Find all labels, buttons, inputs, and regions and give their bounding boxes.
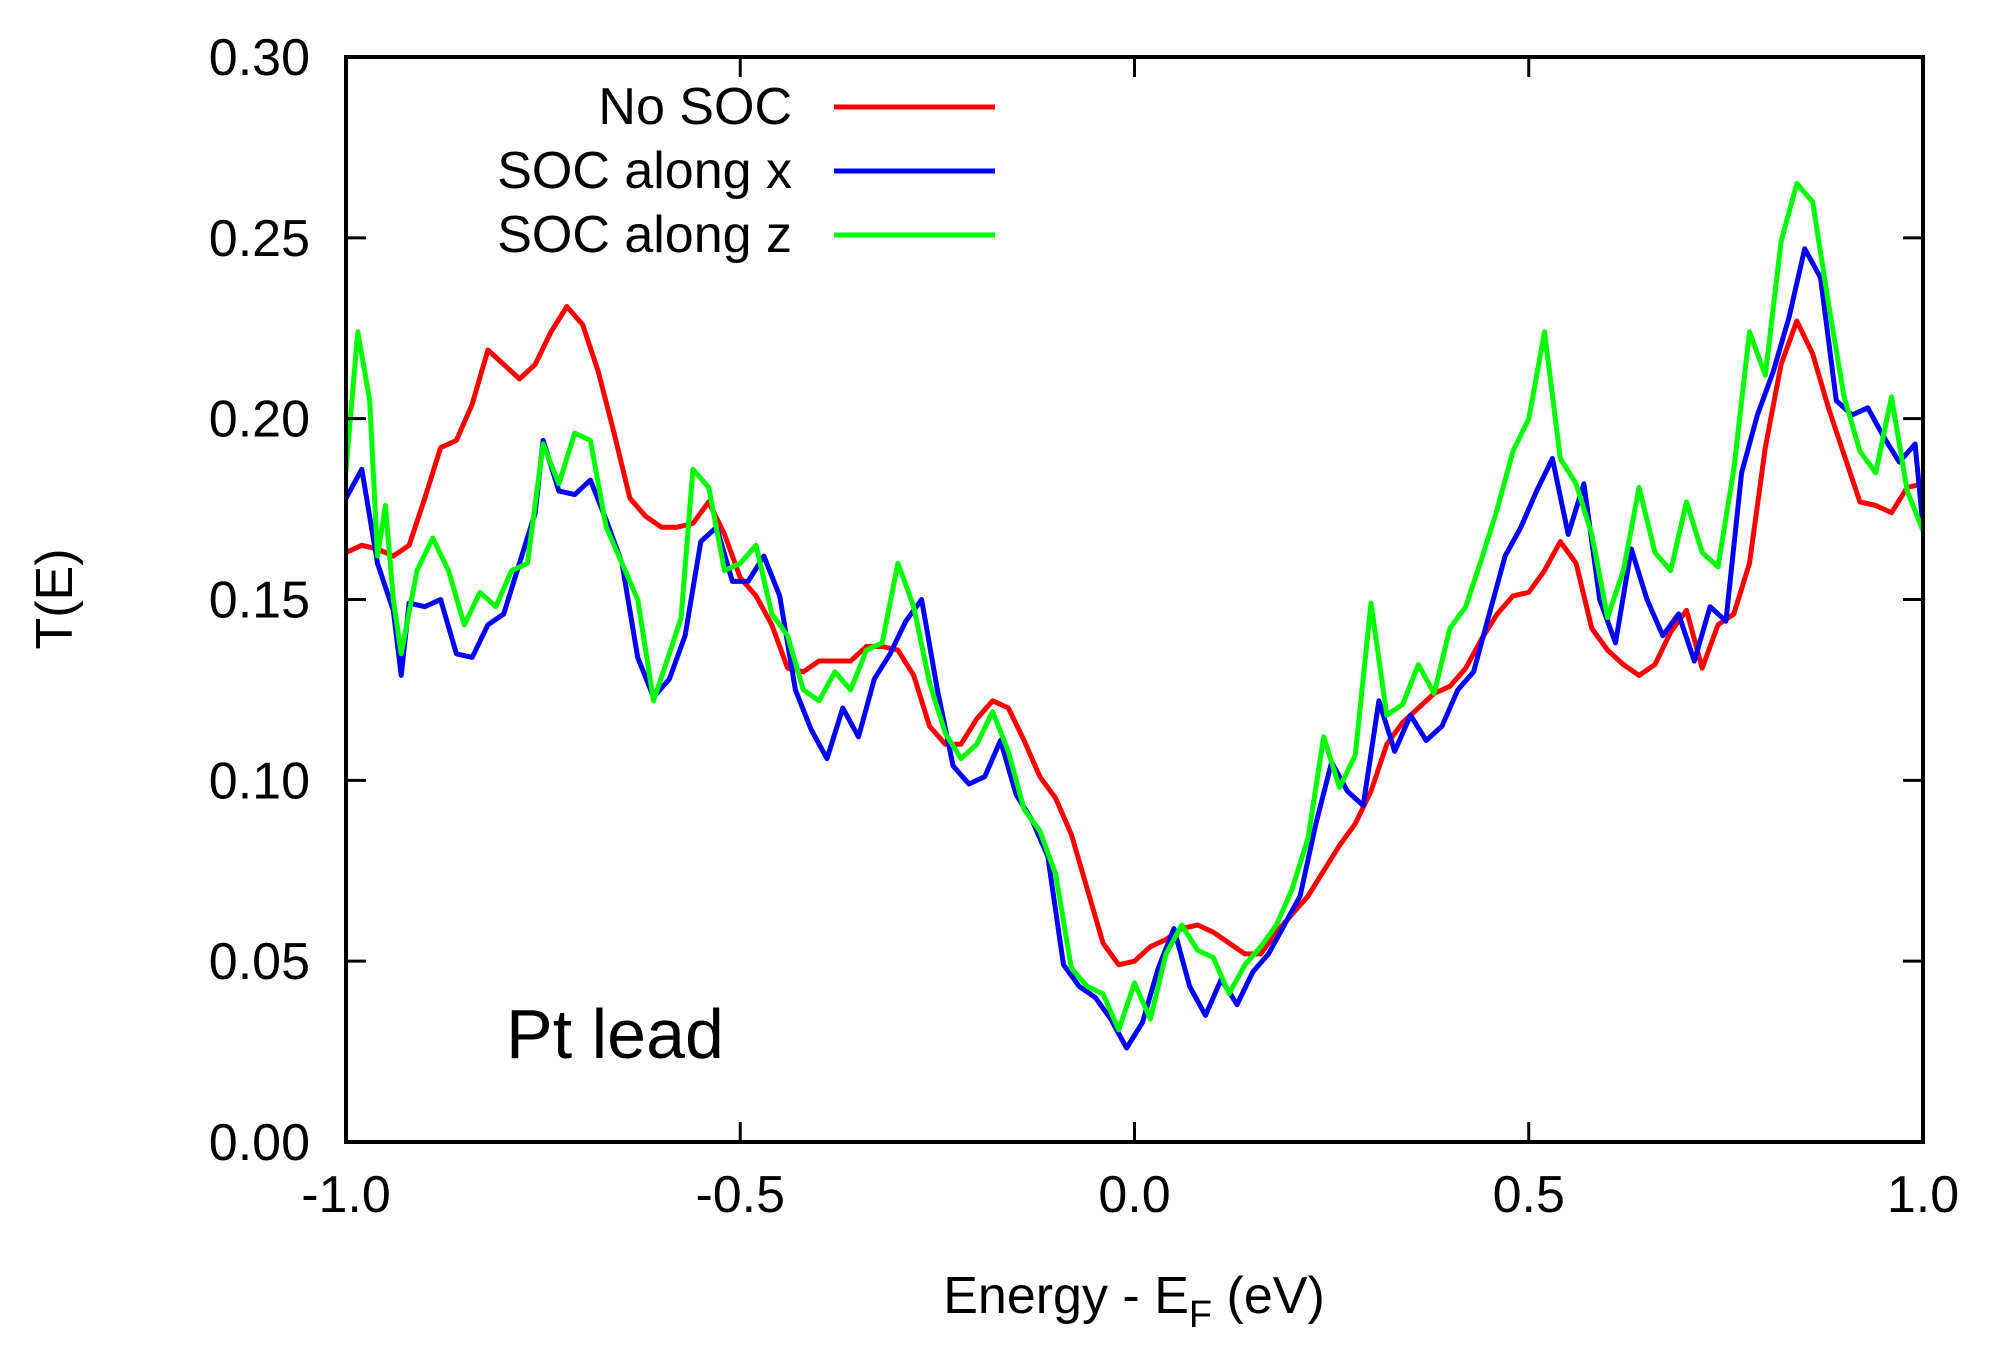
x-tick-label: 0.0 [1098,1166,1170,1224]
x-tick-label: -0.5 [695,1166,785,1224]
y-tick-label: 0.10 [209,752,310,810]
x-axis-title-main: Energy - E [943,1267,1189,1325]
legend-label: SOC along x [497,142,792,200]
y-tick-label: 0.05 [209,933,310,991]
axis-ticks [344,55,1925,1144]
y-tick-label: 0.00 [209,1114,310,1172]
legend-label: No SOC [598,78,792,136]
y-tick-label: 0.30 [209,29,310,87]
series-line-no-soc [346,304,1923,968]
x-axis-title-tail: (eV) [1212,1267,1325,1325]
x-axis-title-subscript: F [1189,1294,1212,1336]
series-line-soc-along-x [346,246,1923,1051]
tick-labels: -1.0 -0.5 0.0 0.5 1.0 0.00 0.05 0.10 0.15 0.20 0.2… [209,29,1959,1224]
y-axis-title: T(E) [26,548,84,649]
legend-label: SOC along z [497,206,792,264]
y-tick-label: 0.25 [209,210,310,268]
legend: No SOC SOC along x SOC along z [497,78,995,264]
x-axis-title: Energy - EF (eV) [943,1267,1325,1336]
series-layer [346,181,1923,1051]
x-tick-label: -1.0 [301,1166,391,1224]
x-tick-label: 1.0 [1887,1166,1959,1224]
y-tick-label: 0.15 [209,572,310,630]
lead-annotation: Pt lead [506,995,724,1073]
x-tick-label: 0.5 [1493,1166,1565,1224]
series-line-soc-along-z [346,181,1923,1033]
y-tick-label: 0.20 [209,391,310,449]
